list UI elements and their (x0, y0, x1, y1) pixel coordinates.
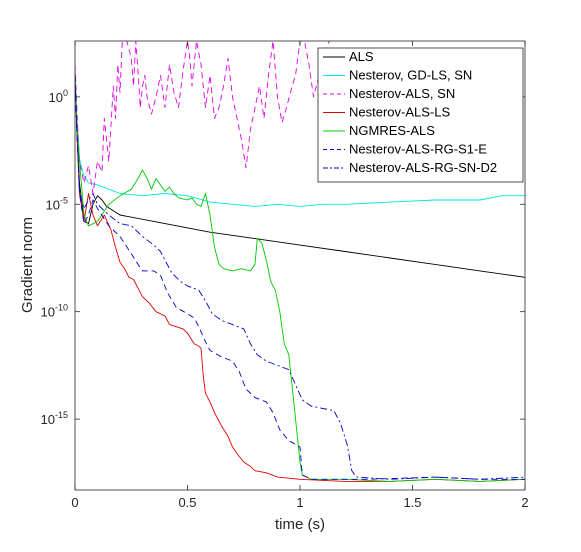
x-axis-ticks: 0 0.5 1 1.5 2 (71, 41, 529, 510)
series-line-7 (75, 75, 525, 480)
legend-label: Nesterov-ALS-LS (349, 105, 450, 120)
y-tick-power: -5 (60, 195, 68, 205)
series-line-4 (75, 75, 525, 482)
series-layer (75, 41, 525, 482)
y-axis-label: Gradient norm (19, 217, 36, 313)
y-tick-base: 10 (46, 197, 60, 212)
y-tick-base: 10 (41, 412, 55, 427)
y-tick-label: 10-5 (46, 195, 68, 212)
series-line-3 (75, 41, 330, 194)
y-tick-power: -15 (55, 410, 68, 420)
y-tick-power: 0 (63, 88, 68, 98)
y-tick-base: 10 (41, 305, 55, 320)
y-tick-power: -10 (55, 303, 68, 313)
legend-label: Nesterov-ALS, SN (349, 86, 455, 101)
x-tick-label: 0.5 (178, 495, 196, 510)
x-axis-label: time (s) (275, 516, 325, 533)
y-tick-base: 10 (49, 90, 63, 105)
x-tick-label: 1.5 (403, 495, 421, 510)
legend-label: Nesterov, GD-LS, SN (349, 68, 472, 83)
legend-label: Nesterov-ALS-RG-S1-E (349, 142, 487, 157)
x-tick-label: 2 (521, 495, 528, 510)
legend-label: ALS (349, 49, 374, 64)
y-tick-label: 100 (49, 88, 68, 105)
x-tick-label: 1 (296, 495, 303, 510)
series-line-2 (75, 75, 525, 207)
x-tick-label: 0 (71, 495, 78, 510)
legend-label: Nesterov-ALS-RG-SN-D2 (349, 160, 497, 175)
y-tick-label: 10-15 (41, 410, 68, 427)
series-line-5 (75, 75, 525, 482)
legend-label: NGMRES-ALS (349, 123, 435, 138)
legend-box (317, 47, 524, 183)
y-tick-label: 10-10 (41, 303, 68, 320)
legend: ALS Nesterov, GD-LS, SN Nesterov-ALS, SN Ne… (317, 47, 524, 183)
series-line-6 (75, 75, 525, 480)
